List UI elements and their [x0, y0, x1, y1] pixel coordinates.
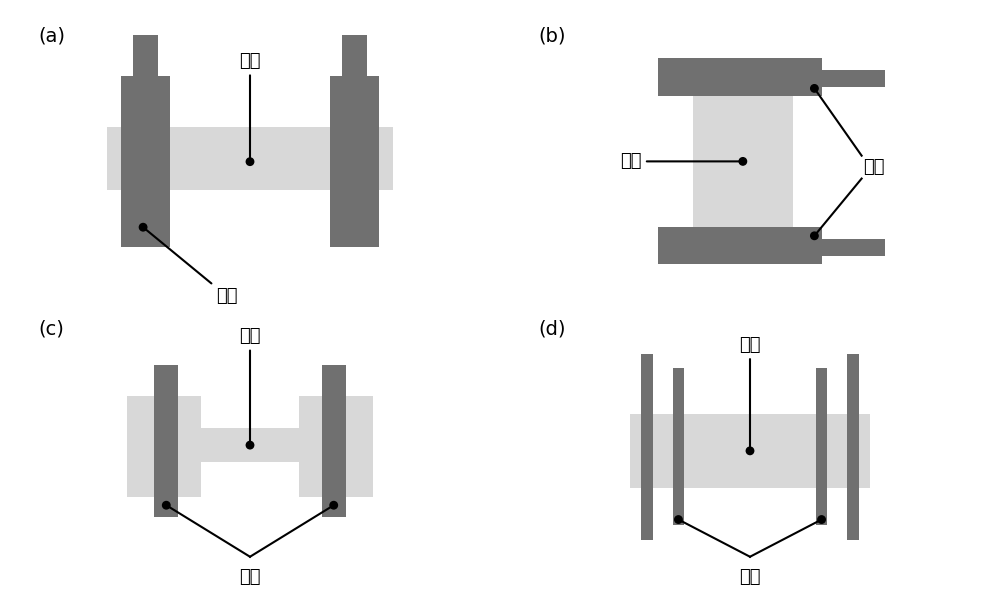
Bar [322, 365, 346, 516]
Text: 电极: 电极 [863, 158, 885, 176]
Circle shape [330, 501, 337, 509]
Bar [673, 368, 684, 525]
Bar [641, 353, 653, 540]
Text: 电极: 电极 [739, 568, 761, 586]
Bar [658, 58, 822, 96]
Bar [658, 227, 822, 264]
Bar [847, 353, 859, 540]
Circle shape [746, 447, 754, 454]
Bar [299, 396, 373, 497]
Text: 电极: 电极 [145, 229, 238, 305]
Circle shape [811, 85, 818, 92]
Circle shape [163, 501, 170, 509]
Text: 电极: 电极 [239, 568, 261, 586]
Text: 样品: 样品 [239, 327, 261, 442]
Text: 样品: 样品 [239, 52, 261, 159]
Bar [154, 365, 178, 516]
Bar [822, 239, 885, 256]
Circle shape [246, 158, 254, 166]
Bar [630, 414, 870, 488]
Circle shape [675, 516, 682, 523]
Text: 样品: 样品 [620, 152, 740, 171]
Bar [121, 76, 170, 247]
Bar [330, 76, 379, 247]
Text: (c): (c) [39, 319, 65, 338]
Bar [342, 35, 367, 76]
Circle shape [818, 516, 825, 523]
Text: (a): (a) [39, 27, 66, 46]
Bar [816, 368, 827, 525]
Circle shape [811, 232, 818, 239]
Circle shape [739, 158, 747, 165]
Text: (b): (b) [539, 27, 566, 46]
Bar [822, 70, 885, 87]
Circle shape [139, 224, 147, 231]
Bar [127, 428, 373, 462]
Bar [127, 396, 201, 497]
Circle shape [246, 442, 254, 449]
Bar [107, 127, 393, 190]
Bar [133, 35, 158, 76]
Text: 样品: 样品 [739, 336, 761, 448]
Bar [693, 76, 793, 247]
Text: (d): (d) [539, 319, 566, 338]
